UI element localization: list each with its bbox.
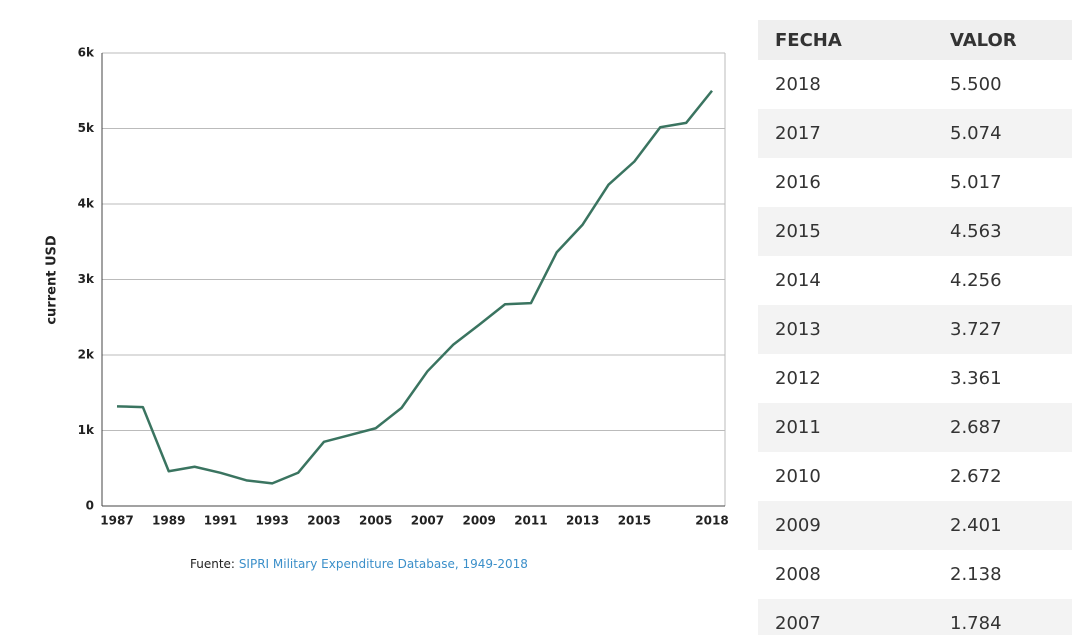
x-tick-label: 1993 xyxy=(256,514,289,528)
table-cell: 4.256 xyxy=(950,270,1002,291)
x-tick-label: 2015 xyxy=(618,514,651,528)
table-row: 2014 4.256 xyxy=(758,256,1072,305)
table-cell: 2.138 xyxy=(950,564,1002,585)
y-tick-label: 0 xyxy=(86,499,94,513)
table-cell: 2017 xyxy=(758,109,950,158)
table-cell: 3.727 xyxy=(950,305,1072,354)
table-row: 2011 2.687 xyxy=(758,403,1072,452)
table-cell: 2018 xyxy=(775,74,821,95)
table-cell: 2008 xyxy=(775,564,821,585)
chart: current USD Fuente: SIPRI Military Expen… xyxy=(45,46,729,571)
table-cell: 2012 xyxy=(775,368,821,389)
table-header-cell: VALOR xyxy=(950,20,1072,60)
table-row: 2007 1.784 xyxy=(758,599,1072,635)
table-cell: 2009 xyxy=(758,501,950,550)
x-tick-label: 2011 xyxy=(514,514,547,528)
x-tick-label: 1989 xyxy=(152,514,185,528)
table-row: 2018 5.500 xyxy=(758,60,1072,109)
table-cell: 2011 xyxy=(758,403,950,452)
table-cell: 2013 xyxy=(758,305,950,354)
source-prefix: Fuente: xyxy=(190,557,235,571)
table-row: 2015 4.563 xyxy=(758,207,1072,256)
table-row: 2017 5.074 xyxy=(758,109,1072,158)
source: Fuente: SIPRI Military Expenditure Datab… xyxy=(190,557,528,571)
table-cell: 2007 xyxy=(758,599,950,635)
table-cell: 2015 xyxy=(758,207,950,256)
table-row: 2009 2.401 xyxy=(758,501,1072,550)
y-axis-label: current USD xyxy=(45,235,60,325)
table-cell: 2016 xyxy=(775,172,821,193)
table-cell: 5.074 xyxy=(950,109,1072,158)
table-cell: 1.784 xyxy=(950,599,1072,635)
y-tick-label: 3k xyxy=(78,272,95,286)
table-row: 2016 5.017 xyxy=(758,158,1072,207)
table-cell: 2.672 xyxy=(950,466,1002,487)
x-tick-label: 1987 xyxy=(100,514,133,528)
table-cell: 2.687 xyxy=(950,403,1072,452)
table-cell: 2014 xyxy=(775,270,821,291)
data-line xyxy=(116,89,713,485)
table-cell: 2.401 xyxy=(950,501,1072,550)
table-cell: 4.563 xyxy=(950,207,1072,256)
x-tick-label: 2009 xyxy=(462,514,495,528)
y-tick-label: 2k xyxy=(78,348,95,362)
source-link[interactable]: SIPRI Military Expenditure Database, 194… xyxy=(239,557,528,571)
y-tick-label: 6k xyxy=(78,46,95,60)
x-tick-label: 2018 xyxy=(695,514,728,528)
y-tick-label: 4k xyxy=(78,197,95,211)
x-tick-label: 2007 xyxy=(411,514,444,528)
x-tick-label: 1991 xyxy=(204,514,237,528)
x-tick-label: 2013 xyxy=(566,514,599,528)
y-tick-label: 1k xyxy=(78,423,95,437)
table-cell: 2010 xyxy=(775,466,821,487)
x-tick-label: 2005 xyxy=(359,514,392,528)
table-container: FECHA VALOR 2018 5.500 2017 5.074 2016 5.017 201… xyxy=(758,20,1074,635)
table-cell: 3.361 xyxy=(950,368,1002,389)
table-header-row: FECHA VALOR xyxy=(758,20,1072,60)
table-row: 2008 2.138 xyxy=(758,550,1072,599)
x-tick-label: 2003 xyxy=(307,514,340,528)
table-cell: 5.017 xyxy=(950,172,1002,193)
table-row: 2010 2.672 xyxy=(758,452,1072,501)
table-header-cell: FECHA xyxy=(758,20,950,60)
table-row: 2012 3.361 xyxy=(758,354,1072,403)
table-row: 2013 3.727 xyxy=(758,305,1072,354)
table-cell: 5.500 xyxy=(950,74,1002,95)
y-tick-label: 5k xyxy=(78,121,95,135)
data-table: FECHA VALOR 2018 5.500 2017 5.074 2016 5.017 201… xyxy=(758,20,1072,635)
